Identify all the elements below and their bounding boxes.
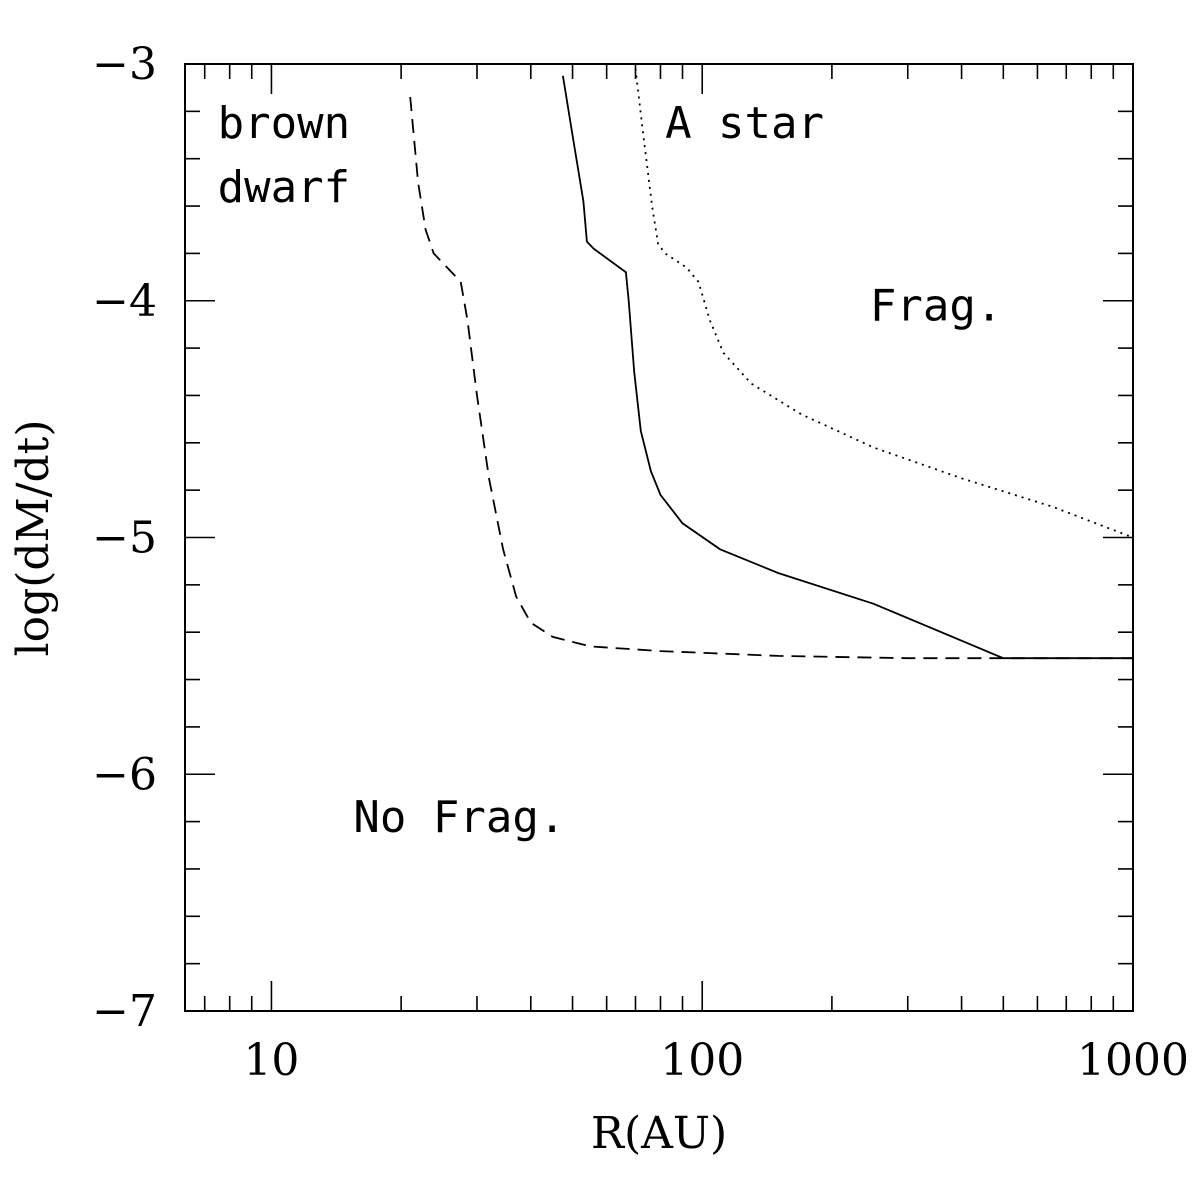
tick-labels: 10 100 1000 −3 −4 −5 −6 −7 (92, 39, 1189, 1086)
series-line-solid (562, 75, 1133, 660)
annotation-text: dwarf (218, 162, 350, 213)
annotation-text: A star (665, 98, 824, 149)
x-tick-label: 1000 (1077, 1035, 1189, 1086)
annotation-text: brown (218, 98, 350, 149)
y-tick-label: −5 (92, 513, 157, 564)
y-tick-label: −7 (92, 986, 157, 1037)
annotation-text: No Frag. (353, 792, 565, 843)
y-axis-label: log(dM/dt) (8, 420, 59, 657)
y-tick-label: −3 (92, 39, 157, 90)
y-tick-label: −6 (92, 749, 157, 800)
x-axis-label: R(AU) (591, 1108, 727, 1159)
x-tick-label: 10 (243, 1035, 299, 1086)
y-tick-label: −4 (92, 276, 157, 327)
series-line-dashed (409, 97, 1133, 660)
ticks (185, 63, 1134, 1012)
annotations: brown dwarf A star Frag. No Frag. (218, 98, 1003, 843)
x-tick-label: 100 (660, 1035, 744, 1086)
series-group (409, 68, 1134, 660)
annotation-text: Frag. (870, 280, 1002, 331)
